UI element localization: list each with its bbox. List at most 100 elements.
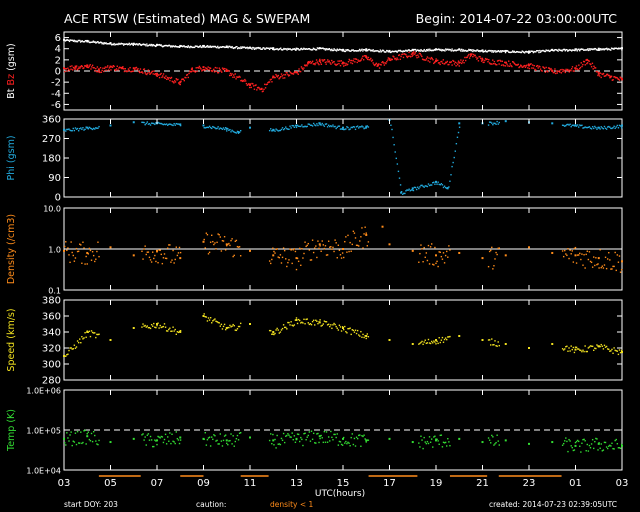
data-point: [340, 257, 343, 259]
data-point: [345, 62, 347, 65]
data-point: [589, 345, 592, 347]
data-point: [590, 443, 593, 445]
data-point: [425, 252, 428, 254]
data-point: [209, 67, 211, 69]
data-point: [153, 122, 155, 125]
data-point: [533, 64, 535, 67]
data-point: [354, 329, 357, 331]
data-point: [283, 326, 286, 329]
data-point: [170, 442, 172, 445]
data-point: [316, 433, 318, 435]
data-point: [303, 64, 306, 66]
data-point: [81, 336, 83, 338]
data-point: [561, 124, 564, 126]
data-point: [142, 68, 145, 71]
data-point: [549, 69, 551, 71]
data-point: [315, 59, 318, 61]
data-point: [69, 434, 71, 436]
data-point: [590, 63, 592, 66]
data-point: [337, 244, 340, 246]
data-point: [70, 68, 72, 70]
data-point: [422, 447, 424, 450]
data-point: [563, 48, 565, 51]
data-point: [232, 255, 234, 258]
data-point: [332, 439, 334, 441]
data-point: [174, 45, 177, 47]
data-point: [559, 69, 562, 71]
data-point: [439, 341, 441, 344]
data-point: [446, 250, 448, 253]
data-point: [98, 125, 100, 128]
data-point: [446, 60, 449, 63]
data-point: [449, 249, 451, 251]
data-point: [383, 51, 386, 53]
data-point: [94, 332, 96, 334]
data-point: [271, 130, 273, 132]
data-point: [300, 264, 302, 267]
data-point: [306, 318, 308, 320]
data-point: [281, 439, 284, 442]
data-point: [227, 243, 229, 246]
data-point: [67, 39, 69, 42]
data-point: [345, 330, 347, 333]
data-point: [391, 50, 394, 52]
data-point: [594, 125, 596, 128]
data-point: [333, 250, 335, 253]
data-point: [148, 71, 150, 74]
data-point: [342, 50, 344, 52]
data-point: [429, 246, 432, 248]
data-point: [444, 186, 447, 189]
data-point: [209, 45, 212, 47]
data-point: [90, 41, 92, 43]
data-point: [282, 324, 285, 326]
data-point: [365, 441, 367, 443]
data-point: [95, 336, 97, 339]
data-point: [418, 49, 421, 52]
data-point: [358, 127, 360, 129]
data-point: [152, 73, 154, 75]
y-axis-label: Speed (km/s): [6, 308, 17, 371]
data-point: [426, 259, 429, 262]
data-point: [596, 438, 598, 440]
data-point: [480, 50, 482, 52]
data-point: [365, 55, 367, 57]
data-point: [612, 126, 614, 129]
data-point: [596, 128, 598, 130]
data-point: [394, 50, 397, 52]
data-point: [85, 443, 87, 445]
data-point: [590, 128, 593, 130]
data-point: [537, 67, 539, 69]
data-point: [570, 345, 572, 347]
data-point: [565, 124, 567, 127]
data-point: [153, 257, 155, 260]
data-point: [393, 50, 395, 53]
data-point: [484, 49, 487, 52]
data-point: [405, 49, 407, 51]
data-point: [285, 326, 287, 329]
data-point: [213, 243, 215, 246]
data-point: [223, 128, 226, 131]
data-point: [481, 339, 484, 341]
data-point: [169, 79, 171, 82]
data-point: [205, 67, 207, 69]
data-point: [149, 43, 151, 46]
data-point: [494, 443, 496, 445]
data-point: [212, 45, 214, 48]
data-point: [149, 124, 152, 126]
data-point: [130, 70, 132, 73]
data-point: [497, 247, 499, 250]
data-point: [615, 126, 617, 128]
data-point: [252, 46, 254, 49]
data-point: [427, 183, 430, 185]
data-point: [233, 76, 236, 78]
data-point: [573, 449, 576, 451]
data-point: [473, 54, 476, 57]
data-point: [227, 128, 229, 130]
data-point: [272, 77, 274, 79]
data-point: [248, 47, 251, 49]
data-point: [82, 127, 84, 129]
data-point: [355, 58, 358, 60]
data-point: [171, 46, 174, 48]
data-point: [453, 60, 455, 62]
data-point: [88, 65, 91, 67]
